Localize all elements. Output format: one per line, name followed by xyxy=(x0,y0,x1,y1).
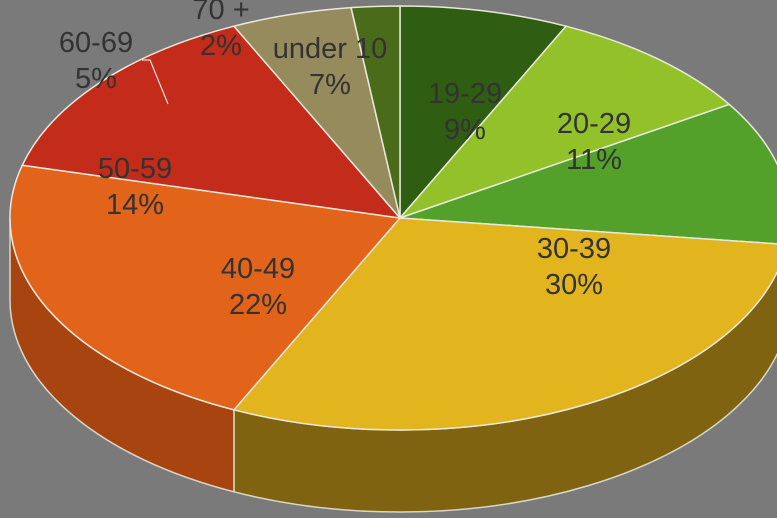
slice-percent-label: 30% xyxy=(545,269,603,301)
slice-category-label: 20-29 xyxy=(557,108,631,140)
slice-category-label: 30-39 xyxy=(537,233,611,265)
slice-label-60-69: 60-69 5% xyxy=(59,27,133,95)
slice-category-label: 60-69 xyxy=(59,27,133,59)
pie-slice-70 xyxy=(350,5,401,219)
slice-percent-label: 2% xyxy=(200,30,242,62)
slice-category-label: 50-59 xyxy=(98,153,172,185)
slice-label-under-10: under 10 7% xyxy=(273,33,388,101)
pie-slice-20-29 xyxy=(399,103,777,245)
slice-percent-label: 11% xyxy=(566,144,622,176)
pie-slice-40-49 xyxy=(9,164,402,411)
pie-slice-30-39 xyxy=(232,217,777,431)
label-leader-line xyxy=(142,59,169,105)
pie-slice-19-29 xyxy=(397,25,731,220)
slice-category-label: 40-49 xyxy=(221,253,295,285)
slice-label-50-59: 50-59 14% xyxy=(98,153,172,221)
pie-slice-50-59 xyxy=(21,25,402,220)
slice-label-70: 70 + 2% xyxy=(192,0,249,62)
slice-percent-label: 9% xyxy=(444,114,486,146)
slice-category-label: 70 + xyxy=(192,0,249,26)
slice-percent-label: 22% xyxy=(229,289,287,321)
slice-category-label: under 10 xyxy=(273,33,388,65)
pie-slice-under-10 xyxy=(399,5,568,221)
slice-percent-label: 14% xyxy=(106,189,164,221)
slice-label-19-29: 19-29 9% xyxy=(428,78,502,146)
slice-category-label: 19-29 xyxy=(428,78,502,110)
slice-percent-label: 5% xyxy=(75,63,117,95)
pie-top-layer xyxy=(9,5,777,431)
slice-label-30-39: 30-39 30% xyxy=(537,233,611,301)
slice-label-20-29: 20-29 11% xyxy=(557,108,631,176)
pie-label-layer: under 10 7% 19-29 9% 20-29 11% 30-39 30% 40-49 22… xyxy=(59,0,631,321)
slice-label-40-49: 40-49 22% xyxy=(221,253,295,321)
slice-percent-label: 7% xyxy=(309,69,351,101)
